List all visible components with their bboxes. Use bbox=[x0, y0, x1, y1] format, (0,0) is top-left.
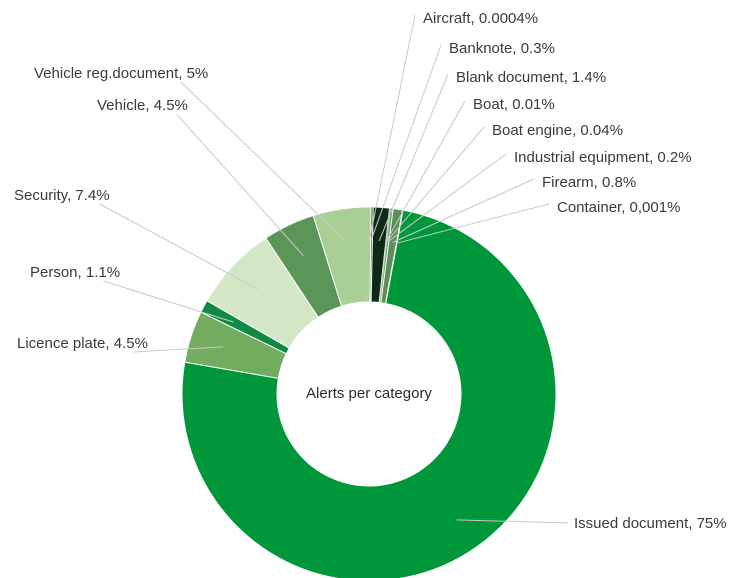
slice-label: Licence plate, 4.5% bbox=[17, 335, 148, 352]
leader-line bbox=[385, 100, 466, 242]
donut-slices bbox=[181, 206, 557, 578]
slice-label: Aircraft, 0.0004% bbox=[423, 10, 538, 27]
leader-line bbox=[133, 346, 224, 353]
leader-lines bbox=[99, 14, 569, 524]
slice-label: Container, 0,001% bbox=[557, 199, 680, 216]
leader-line bbox=[378, 73, 449, 242]
leader-line bbox=[103, 280, 234, 323]
slice-label: Industrial equipment, 0.2% bbox=[514, 149, 692, 166]
leader-line bbox=[386, 126, 485, 243]
slice-label: Boat, 0.01% bbox=[473, 96, 555, 113]
leader-line bbox=[176, 113, 304, 256]
chart-title: Alerts per category bbox=[306, 385, 432, 402]
leader-line bbox=[387, 153, 507, 243]
leader-line bbox=[368, 14, 416, 241]
slice-issued-document bbox=[181, 209, 557, 578]
slice-vehicle-reg-document bbox=[312, 206, 372, 307]
slice-label: Issued document, 75% bbox=[574, 515, 727, 532]
slice-labels: Aircraft, 0.0004% Banknote, 0.3% Blank doc… bbox=[14, 10, 727, 532]
leader-line bbox=[180, 81, 348, 243]
slice-label: Banknote, 0.3% bbox=[449, 40, 555, 57]
leader-line bbox=[456, 519, 569, 524]
leader-line bbox=[396, 203, 550, 244]
slice-label: Firearm, 0.8% bbox=[542, 174, 636, 191]
leader-line bbox=[370, 44, 442, 241]
slice-label: Boat engine, 0.04% bbox=[492, 122, 623, 139]
slice-label: Security, 7.4% bbox=[14, 187, 110, 204]
slice-label: Blank document, 1.4% bbox=[456, 69, 606, 86]
slice-label: Vehicle reg.document, 5% bbox=[34, 65, 208, 82]
slice-label: Vehicle, 4.5% bbox=[97, 97, 188, 114]
leader-line bbox=[99, 203, 258, 290]
leader-line bbox=[392, 178, 535, 243]
slice-label: Person, 1.1% bbox=[30, 264, 120, 281]
